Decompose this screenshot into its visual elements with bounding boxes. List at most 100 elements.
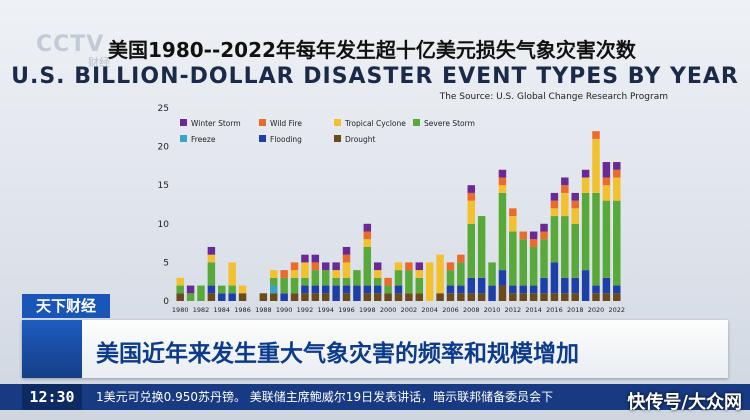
x-tick-label: 2022 xyxy=(609,306,626,314)
legend-label: Winter Storm xyxy=(191,119,241,128)
ticker-text: 1美元可兑换0.950苏丹镑。 美联储主席鲍威尔19日发表讲话，暗示联邦储备委员… xyxy=(96,390,554,404)
bar-segment xyxy=(321,262,330,271)
bar-segment xyxy=(613,293,621,301)
bar-segment xyxy=(342,262,351,278)
bar-segment xyxy=(415,277,424,294)
bar-segment xyxy=(228,262,236,286)
bar-segment xyxy=(498,192,507,271)
legend-label: Tropical Cyclone xyxy=(344,119,406,128)
headline-banner xyxy=(22,320,728,378)
bar-segment xyxy=(457,285,465,294)
chart-title-chinese: 美国1980--2022年每年发生超十亿美元损失气象灾害次数 xyxy=(108,38,636,62)
bar-segment xyxy=(405,293,413,301)
bar-segment xyxy=(394,262,403,271)
bar-segment xyxy=(186,285,195,294)
bar-segment xyxy=(477,293,486,301)
bar-segment xyxy=(571,293,579,301)
bar-segment xyxy=(218,293,226,301)
bar-segment xyxy=(270,277,278,286)
bar-segment xyxy=(519,285,527,294)
x-tick-label: 1992 xyxy=(297,306,314,314)
bar-segment xyxy=(446,293,455,301)
bar-segment xyxy=(592,131,600,139)
bar-segment xyxy=(384,293,392,301)
bar-segment xyxy=(290,262,299,271)
bar-segment xyxy=(176,285,184,294)
bar-segment xyxy=(363,231,372,240)
bar-segment xyxy=(467,192,476,201)
bar-segment xyxy=(176,277,184,286)
bar-segment xyxy=(519,231,527,240)
bar-segment xyxy=(218,285,226,294)
bar-segment xyxy=(311,293,320,301)
y-tick-label: 5 xyxy=(163,258,169,268)
legend-label: Drought xyxy=(345,135,376,144)
bar-segment xyxy=(540,239,548,278)
bar-segment xyxy=(592,192,600,286)
bar-segment xyxy=(467,223,476,278)
bar-segment xyxy=(498,270,507,286)
x-tick-label: 2018 xyxy=(567,306,584,314)
bar-segment xyxy=(613,285,621,294)
bar-segment xyxy=(457,293,465,301)
bar-segment xyxy=(353,285,361,301)
x-tick-label: 1984 xyxy=(214,306,231,314)
bar-segment xyxy=(571,223,579,278)
bar-segment xyxy=(311,270,320,286)
bar-segment xyxy=(207,254,216,263)
bar-segment xyxy=(311,262,320,271)
bar-segment xyxy=(446,270,455,286)
bar-segment xyxy=(270,285,278,294)
bar-segment xyxy=(363,239,372,247)
x-tick-label: 1986 xyxy=(234,306,251,314)
bar-segment xyxy=(353,270,361,286)
bar-segment xyxy=(290,277,299,294)
bar-segment xyxy=(311,285,320,294)
y-tick-label: 15 xyxy=(158,181,169,191)
bar-segment xyxy=(467,293,476,301)
bar-segment xyxy=(332,270,340,278)
bar-segment xyxy=(602,162,611,178)
bar-segment xyxy=(602,293,611,301)
bar-segment xyxy=(540,231,548,240)
bar-segment xyxy=(467,277,476,294)
legend-label: Wild Fire xyxy=(270,119,302,128)
bar-segment xyxy=(197,285,205,301)
x-tick-label: 1988 xyxy=(255,306,272,314)
bar-segment xyxy=(457,262,465,286)
bar-segment xyxy=(384,285,392,294)
bar-segment xyxy=(373,293,382,301)
x-tick-label: 2004 xyxy=(421,306,438,314)
bar-segment xyxy=(394,293,403,301)
bar-segment xyxy=(238,285,247,294)
x-tick-label: 2014 xyxy=(525,306,542,314)
bar-segment xyxy=(405,270,413,294)
bar-segment xyxy=(592,138,600,193)
bar-segment xyxy=(529,231,538,240)
bar-segment xyxy=(238,293,247,301)
legend-swatch xyxy=(413,119,420,126)
legend-swatch xyxy=(180,135,187,142)
bar-segment xyxy=(415,262,424,271)
bar-segment xyxy=(373,270,382,278)
bar-segment xyxy=(519,239,527,286)
bar-segment xyxy=(529,285,538,294)
legend-swatch xyxy=(334,119,341,126)
bar-segment xyxy=(571,192,579,201)
bar-segment xyxy=(529,293,538,301)
bar-segment xyxy=(488,285,496,301)
bar-segment xyxy=(373,277,382,286)
bar-segment xyxy=(228,285,236,294)
bar-segment xyxy=(613,177,621,201)
bar-segment xyxy=(571,277,579,294)
bar-segment xyxy=(207,246,216,255)
channel-logo-sub: 财经 xyxy=(88,56,110,69)
bar-segment xyxy=(436,293,444,301)
legend-label: Flooding xyxy=(270,135,302,144)
bar-segment xyxy=(301,277,309,286)
bar-segment xyxy=(446,285,455,294)
x-tick-label: 1998 xyxy=(359,306,376,314)
x-tick-label: 2002 xyxy=(401,306,418,314)
x-tick-label: 1994 xyxy=(317,306,334,314)
bar-segment xyxy=(415,270,424,278)
